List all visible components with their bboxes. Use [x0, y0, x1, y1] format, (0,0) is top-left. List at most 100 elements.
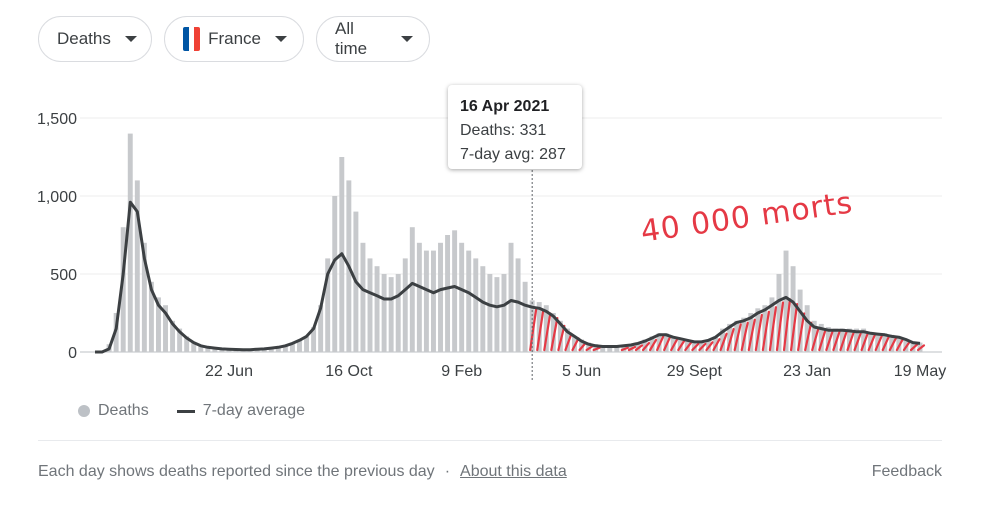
bar-deaths — [550, 313, 556, 352]
bar-deaths — [564, 328, 570, 352]
bar-deaths — [543, 305, 549, 352]
annotation-hatch — [543, 312, 552, 352]
annotation-hatch — [740, 321, 749, 352]
annotation-hatch — [811, 327, 820, 352]
bar-deaths — [847, 328, 852, 352]
bar-deaths — [402, 258, 408, 352]
bar-deaths — [304, 336, 310, 352]
annotation-hatch — [789, 302, 799, 352]
bar-deaths — [438, 242, 443, 352]
x-tick-label: 19 May — [894, 363, 946, 380]
bar-deaths — [127, 133, 133, 352]
bar-deaths — [325, 258, 331, 352]
annotation-hatch — [641, 341, 651, 352]
annotation-hatch — [677, 339, 686, 352]
annotation-hatch — [620, 346, 629, 352]
chart-legend: Deaths 7-day average — [78, 402, 305, 420]
annotation-hatch — [564, 332, 573, 352]
bar-deaths — [586, 342, 592, 352]
annotation-hatch — [860, 332, 869, 352]
tooltip-average: 7-day avg: 287 — [460, 146, 566, 163]
bar-deaths — [170, 320, 176, 352]
annotation-hatch — [578, 341, 587, 352]
annotation-hatch — [585, 345, 594, 352]
bar-deaths — [861, 328, 867, 352]
bar-deaths — [219, 348, 225, 352]
chevron-down-icon — [124, 36, 137, 42]
legend-bars-label: Deaths — [98, 402, 149, 419]
bar-deaths — [656, 333, 662, 352]
time-range-dropdown[interactable]: All time — [316, 16, 430, 62]
bar-deaths — [487, 274, 493, 352]
annotation-hatch — [818, 329, 827, 352]
annotation-hatch — [712, 338, 721, 352]
bar-deaths — [360, 242, 366, 352]
bar-deaths — [557, 320, 563, 352]
france-flag-icon — [183, 27, 201, 51]
legend-bars-icon — [78, 405, 90, 417]
bar-deaths — [480, 266, 486, 352]
annotation-hatch — [846, 331, 855, 352]
annotation-hatch — [782, 298, 792, 352]
annotation-hatch — [733, 323, 742, 352]
tooltip-deaths: Deaths: 331 — [460, 122, 547, 139]
footer-separator: · — [444, 463, 451, 480]
feedback-link[interactable]: Feedback — [871, 463, 942, 480]
bar-deaths — [762, 305, 768, 352]
annotation-hatch — [888, 337, 897, 352]
line-7-day-average — [95, 200, 921, 354]
bar-deaths — [395, 274, 401, 352]
bar-deaths — [367, 258, 373, 352]
bar-deaths — [148, 281, 154, 352]
country-dropdown[interactable]: France — [164, 16, 304, 62]
bar-deaths — [734, 320, 740, 352]
annotation-hatch — [747, 318, 756, 352]
bar-deaths — [494, 277, 500, 352]
bar-deaths — [445, 235, 451, 352]
annotation-hatch — [804, 321, 813, 352]
legend-line-icon — [176, 409, 195, 413]
annotation-hatch — [705, 341, 714, 352]
bar-deaths — [748, 313, 754, 352]
annotation-hatch — [874, 334, 883, 352]
bar-deaths — [536, 302, 542, 352]
annotation-hatch — [648, 338, 658, 352]
annotation-hatch — [663, 335, 672, 352]
annotation-hatch — [691, 342, 700, 352]
annotation-hatch — [592, 346, 601, 352]
bar-deaths — [614, 345, 620, 352]
bar-deaths — [275, 347, 281, 352]
bar-deaths — [649, 336, 655, 352]
annotation-hatch — [867, 334, 876, 352]
annotation-hatch — [634, 344, 644, 352]
bar-deaths — [600, 345, 606, 352]
deaths-chart[interactable]: 0 500 1,000 1,500 22 Jun 16 Oct 9 Feb 5 Jun 29 S… — [0, 80, 1000, 380]
annotation-hatch — [754, 313, 763, 352]
annotation-hatch — [529, 308, 538, 352]
metric-dropdown[interactable]: Deaths — [38, 16, 152, 62]
annotation-hatch — [656, 335, 665, 352]
annotation-hatch — [916, 344, 926, 352]
annotation-hatch — [853, 332, 862, 352]
bar-deaths — [832, 328, 838, 352]
bar-deaths — [261, 348, 267, 352]
bar-deaths — [381, 274, 387, 352]
bar-deaths — [839, 328, 845, 352]
bar-deaths — [818, 323, 824, 352]
annotation-hatch — [761, 310, 770, 352]
annotation-hatch — [719, 332, 728, 352]
bar-deaths — [522, 281, 528, 352]
annotation-hatch — [825, 331, 834, 352]
bar-deaths — [452, 230, 458, 352]
bar-deaths — [198, 345, 204, 352]
bar-deaths — [134, 180, 140, 352]
annotation-hatch — [832, 331, 841, 352]
annotation-hatch — [536, 309, 545, 352]
bar-deaths — [155, 297, 161, 352]
bar-deaths — [388, 277, 394, 352]
annotation-hatch — [684, 341, 693, 352]
bar-deaths — [177, 328, 183, 352]
about-data-link[interactable]: About this data — [460, 463, 567, 480]
bar-deaths — [289, 342, 295, 352]
chevron-down-icon — [275, 36, 287, 42]
